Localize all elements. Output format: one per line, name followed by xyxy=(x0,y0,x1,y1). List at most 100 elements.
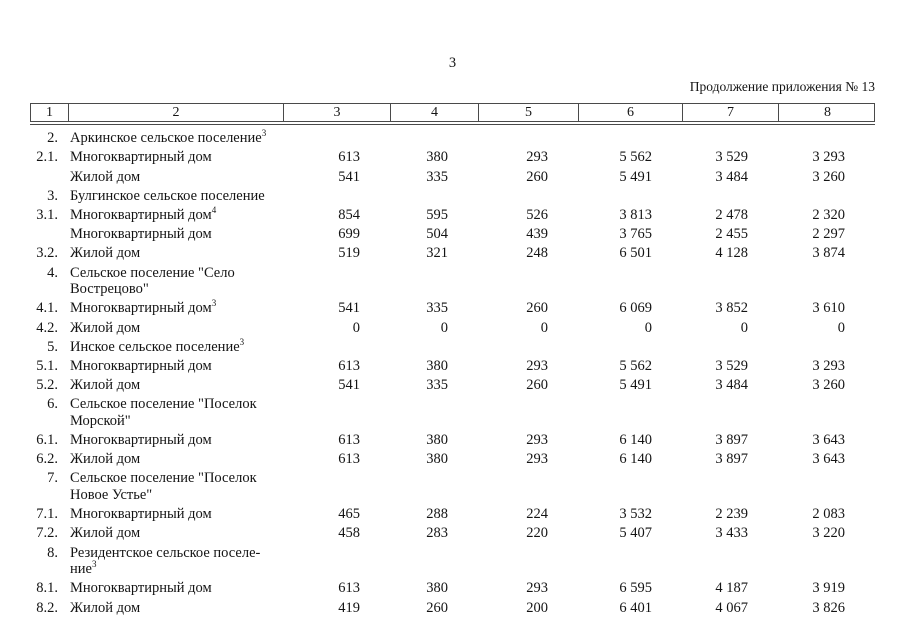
row-value-col8: 2 320 xyxy=(812,207,845,224)
row-value-col6: 5 491 xyxy=(619,168,652,185)
row-value-col8: 3 826 xyxy=(812,599,845,616)
table-row: 8. Резидентское сельское поселе- ние3 xyxy=(30,543,875,579)
table-row: 5. Инское сельское поселение3 xyxy=(30,337,875,356)
row-value-col3: 613 xyxy=(338,451,360,468)
table-header-underline xyxy=(30,124,875,125)
row-name: Жилой дом xyxy=(68,600,283,617)
row-value-col7: 3 897 xyxy=(715,432,748,449)
column-header-1: 1 xyxy=(31,104,69,121)
row-value-col4: 321 xyxy=(426,245,448,262)
table-row: 3.1. Многоквартирный дом4 854 595 526 3 813 2 … xyxy=(30,206,875,225)
row-value-col8: 0 xyxy=(837,319,845,336)
row-value-col3: 613 xyxy=(338,580,360,597)
table-body: 2. Аркинское сельское поселение3 2.1. Много… xyxy=(30,129,875,618)
table-row: Многоквартирный дом 699 504 439 3 765 2 455 2 … xyxy=(30,225,875,244)
row-value-col5: 260 xyxy=(526,300,548,317)
column-header-7: 7 xyxy=(683,104,779,121)
table-row: 7.2. Жилой дом 458 283 220 5 407 3 433 3 220 xyxy=(30,524,875,543)
row-value-col8: 3 919 xyxy=(812,580,845,597)
row-value-col8: 3 260 xyxy=(812,377,845,394)
row-name: Многоквартирный дом xyxy=(68,358,283,375)
row-value-col7: 2 239 xyxy=(715,506,748,523)
table-row: 2. Аркинское сельское поселение3 xyxy=(30,129,875,148)
row-value-col5: 224 xyxy=(526,506,548,523)
row-name-text: Многоквартирный дом xyxy=(70,432,212,449)
row-number: 8. xyxy=(47,544,58,561)
row-value-col6: 6 595 xyxy=(619,580,652,597)
row-name-text: Резидентское сельское поселе- ние xyxy=(70,544,261,578)
row-value-col7: 2 478 xyxy=(715,207,748,224)
row-value-col5: 439 xyxy=(526,226,548,243)
table-row: 7. Сельское поселение "Поселок Новое Усть… xyxy=(30,469,875,505)
row-value-col4: 595 xyxy=(426,207,448,224)
row-value-col6: 6 140 xyxy=(619,432,652,449)
row-value-col5: 293 xyxy=(526,432,548,449)
footnote-marker: 3 xyxy=(261,128,267,139)
row-value-col7: 3 529 xyxy=(715,149,748,166)
row-value-col5: 293 xyxy=(526,357,548,374)
row-name: Жилой дом xyxy=(68,525,283,542)
row-value-col3: 541 xyxy=(338,377,360,394)
row-value-col5: 293 xyxy=(526,149,548,166)
row-value-col8: 2 083 xyxy=(812,506,845,523)
row-name: Сельское поселение "Поселок Новое Устье" xyxy=(68,470,283,503)
row-name-text: Многоквартирный дом xyxy=(70,580,212,597)
row-name-text: Сельское поселение "Поселок Новое Устье" xyxy=(70,470,257,504)
row-value-col8: 3 293 xyxy=(812,357,845,374)
row-value-col8: 2 297 xyxy=(812,226,845,243)
row-number: 7.2. xyxy=(36,525,58,542)
row-number: 5.2. xyxy=(36,377,58,394)
row-value-col3: 0 xyxy=(352,319,360,336)
row-number: 2. xyxy=(47,130,58,147)
row-value-col6: 6 501 xyxy=(619,245,652,262)
row-value-col4: 380 xyxy=(426,451,448,468)
page-number: 3 xyxy=(448,55,457,71)
row-value-col7: 3 484 xyxy=(715,377,748,394)
row-number: 5.1. xyxy=(36,357,58,374)
row-number: 5. xyxy=(47,338,58,355)
row-name: Сельское поселение "Село Вострецово" xyxy=(68,265,283,298)
row-value-col3: 458 xyxy=(338,525,360,542)
row-number: 2.1. xyxy=(36,149,58,166)
row-name: Жилой дом xyxy=(68,451,283,468)
column-header-8: 8 xyxy=(824,105,831,120)
row-number: 4.2. xyxy=(36,319,58,336)
row-number: 7.1. xyxy=(36,506,58,523)
row-value-col8: 3 874 xyxy=(812,245,845,262)
row-value-col7: 0 xyxy=(740,319,748,336)
row-value-col6: 6 401 xyxy=(619,599,652,616)
footnote-marker: 3 xyxy=(211,298,217,309)
row-value-col5: 260 xyxy=(526,377,548,394)
table-row: 8.1. Многоквартирный дом 613 380 293 6 595 4 1… xyxy=(30,579,875,598)
row-name: Жилой дом xyxy=(68,245,283,262)
row-value-col4: 260 xyxy=(426,599,448,616)
row-name: Многоквартирный дом xyxy=(68,149,283,166)
row-value-col8: 3 293 xyxy=(812,149,845,166)
row-name: Резидентское сельское поселе- ние3 xyxy=(68,545,283,578)
row-value-col4: 335 xyxy=(426,168,448,185)
row-name: Многоквартирный дом xyxy=(68,506,283,523)
table-row: 7.1. Многоквартирный дом 465 288 224 3 532 2 2… xyxy=(30,505,875,524)
row-name-text: Булгинское сельское поселение xyxy=(70,187,265,204)
row-value-col7: 4 067 xyxy=(715,599,748,616)
row-name: Многоквартирный дом xyxy=(68,432,283,449)
row-name: Жилой дом xyxy=(68,377,283,394)
table-row: 6.2. Жилой дом 613 380 293 6 140 3 897 3 643 xyxy=(30,450,875,469)
column-header-2: 2 xyxy=(69,104,284,121)
row-number: 6.1. xyxy=(36,432,58,449)
table-row: 6.1. Многоквартирный дом 613 380 293 6 140 3 8… xyxy=(30,431,875,450)
table-row: 2.1. Многоквартирный дом 613 380 293 5 562 3 5… xyxy=(30,148,875,167)
row-value-col3: 465 xyxy=(338,506,360,523)
row-value-col4: 380 xyxy=(426,580,448,597)
row-name-text: Жилой дом xyxy=(70,451,141,468)
row-value-col5: 248 xyxy=(526,245,548,262)
column-header-6: 6 xyxy=(579,104,683,121)
row-value-col6: 3 813 xyxy=(619,207,652,224)
row-name-text: Многоквартирный дом xyxy=(70,506,212,523)
table-row: 5.2. Жилой дом 541 335 260 5 491 3 484 3 260 xyxy=(30,376,875,395)
row-name-text: Жилой дом xyxy=(70,245,141,262)
row-name-text: Жилой дом xyxy=(70,168,141,185)
row-name: Многоквартирный дом4 xyxy=(68,206,283,224)
